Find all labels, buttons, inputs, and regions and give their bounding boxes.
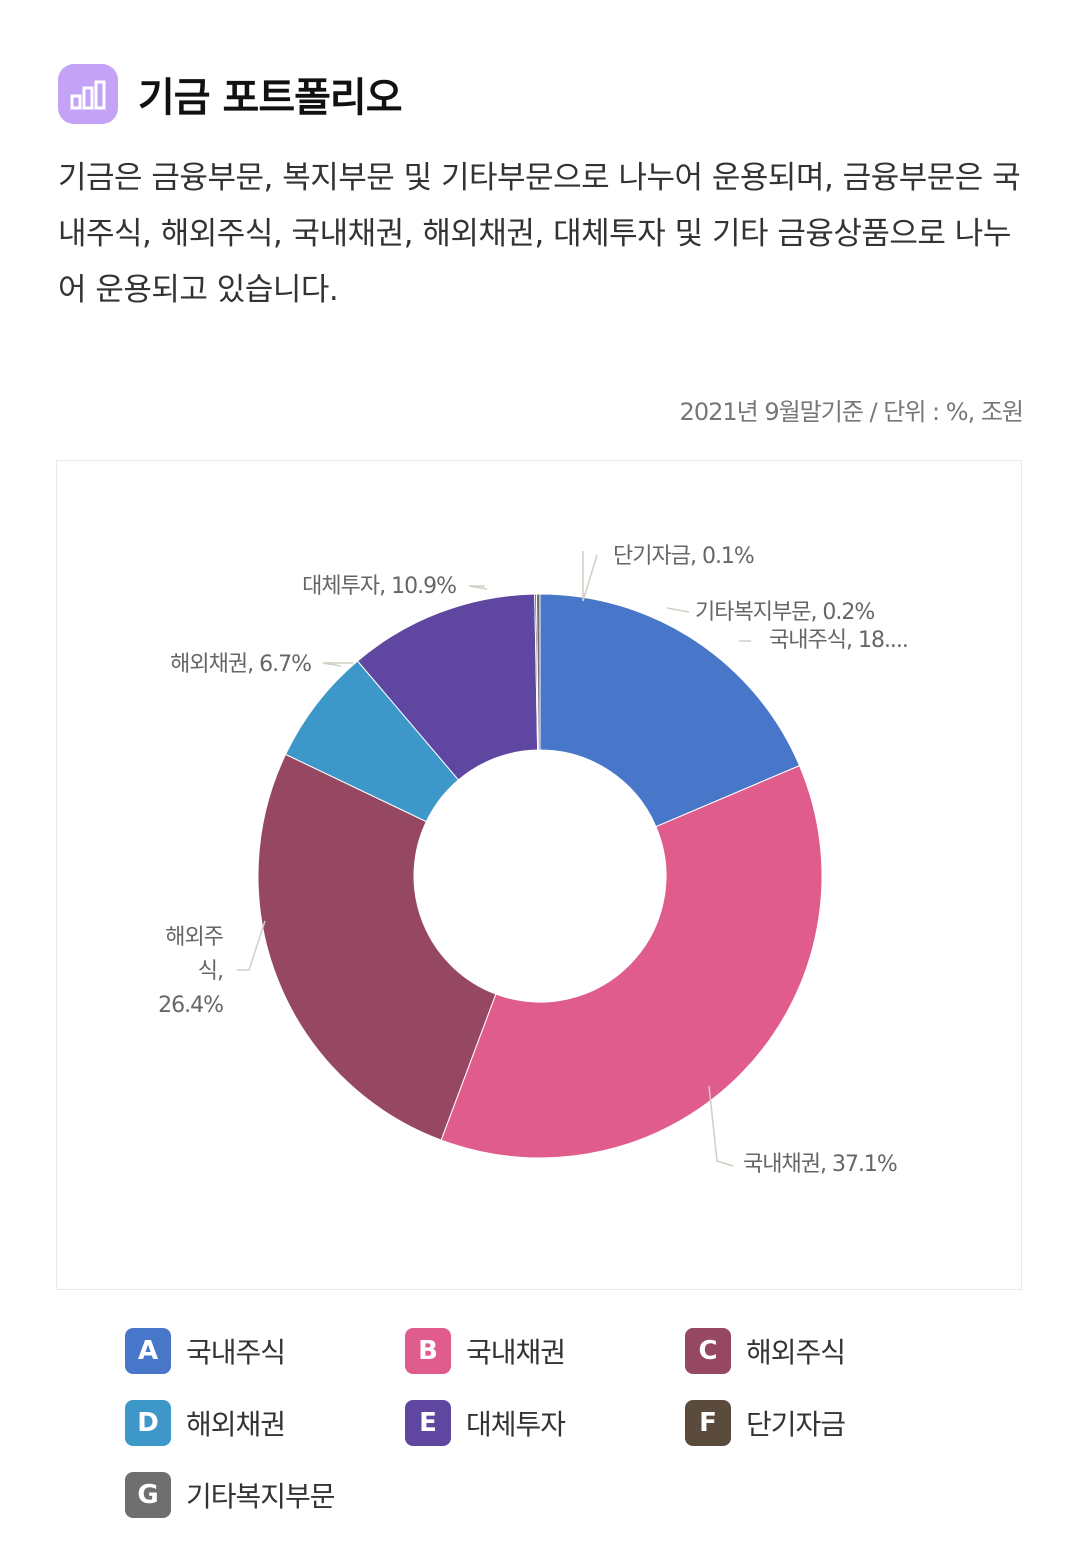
legend-badge: G: [125, 1472, 171, 1518]
legend-label: 해외채권: [186, 1408, 286, 1441]
leader-line-f: [582, 551, 598, 602]
legend-label: 국내주식: [186, 1336, 286, 1369]
legend-item-e: E 대체투자: [405, 1400, 566, 1446]
description-text: 기금은 금융부문, 복지부문 및 기타부문으로 나누어 운용되며, 금융부문은 …: [58, 160, 1021, 308]
legend-label: 단기자금: [746, 1408, 846, 1441]
donut-chart-container: 국내주식, 18.... 국내채권, 37.1% 해외주 식, 26.4% 해외채권, 6…: [56, 460, 1022, 1290]
legend-label: 해외주식: [746, 1336, 846, 1369]
leader-line-d: [322, 662, 353, 667]
leader-line-g: [666, 607, 690, 613]
donut-chart: 국내주식, 18.... 국내채권, 37.1% 해외주 식, 26.4% 해외채권, 6…: [158, 544, 909, 1177]
legend-badge: F: [685, 1400, 731, 1446]
legend-label: 국내채권: [466, 1336, 566, 1369]
slice-label-c: 해외주 식, 26.4%: [158, 925, 224, 1018]
leader-line-e: [468, 585, 488, 590]
legend-badge: C: [685, 1328, 731, 1374]
page-title: 기금 포트폴리오: [138, 75, 403, 121]
bar-chart-icon: [58, 64, 118, 124]
leader-line-b: [708, 1085, 734, 1167]
slice-label-e: 대체투자, 10.9%: [302, 574, 456, 599]
legend-badge: E: [405, 1400, 451, 1446]
slice-label-f: 단기자금, 0.1%: [613, 544, 754, 569]
donut-slice-g: [535, 593, 541, 751]
donut-slice-b: [440, 764, 823, 1159]
unit-note: 2021년 9월말기준 / 단위 : %, 조원: [679, 398, 1024, 426]
donut-slice-c: [257, 753, 497, 1141]
legend-item-b: B 국내채권: [405, 1328, 566, 1374]
legend-badge: B: [405, 1328, 451, 1374]
legend-item-d: D 해외채권: [125, 1400, 286, 1446]
leader-line-c: [237, 920, 266, 971]
slice-label-g: 기타복지부문, 0.2%: [695, 600, 874, 625]
legend-item-c: C 해외주식: [685, 1328, 846, 1374]
slice-label-a: 국내주식, 18....: [769, 628, 908, 653]
legend-item-g: G 기타복지부문: [125, 1472, 336, 1518]
donut-slice-a: [539, 593, 801, 828]
legend-badge: A: [125, 1328, 171, 1374]
legend-label: 기타복지부문: [186, 1480, 336, 1513]
section-header: 기금 포트폴리오: [58, 64, 403, 124]
legend-item-f: F 단기자금: [685, 1400, 846, 1446]
legend-label: 대체투자: [466, 1408, 566, 1441]
slice-label-d: 해외채권, 6.7%: [170, 652, 311, 677]
legend-badge: D: [125, 1400, 171, 1446]
legend-item-a: A 국내주식: [125, 1328, 286, 1374]
slice-label-b: 국내채권, 37.1%: [743, 1152, 897, 1177]
